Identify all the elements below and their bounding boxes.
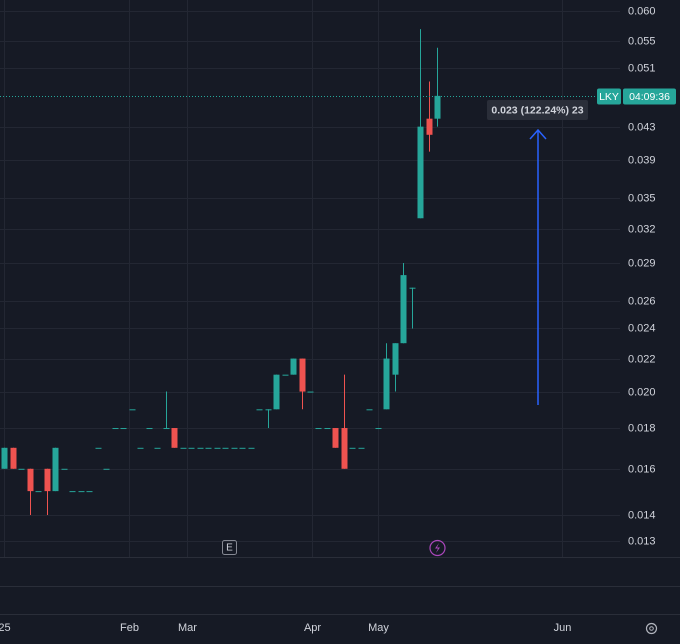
candle-body	[222, 447, 229, 449]
candle-body	[52, 447, 59, 492]
candle-body	[324, 428, 331, 430]
candle-body	[27, 468, 34, 492]
event-icon[interactable]	[429, 539, 446, 557]
candle-body	[214, 447, 221, 449]
y-tick-label: 0.043	[628, 121, 656, 133]
candle-body	[392, 343, 399, 375]
candle-body	[18, 468, 25, 470]
candle-body	[120, 428, 127, 430]
settings-icon-center	[649, 626, 654, 631]
candle-body	[282, 374, 289, 376]
y-tick-label: 0.035	[628, 192, 656, 204]
symbol-label-box	[597, 88, 621, 105]
x-tick-label: 25	[0, 622, 11, 634]
x-tick-label: May	[368, 622, 389, 634]
candle-body	[69, 491, 76, 493]
candle-body	[197, 447, 204, 449]
candle-body	[103, 468, 110, 470]
y-tick-label: 0.014	[628, 509, 656, 521]
candle-body	[146, 428, 153, 430]
candle-body	[426, 118, 433, 135]
x-tick-label: Apr	[304, 622, 321, 634]
candle-body	[434, 95, 441, 119]
candle-body	[375, 428, 382, 430]
candle-body	[180, 447, 187, 449]
candle-body	[171, 428, 178, 448]
y-tick-label: 0.018	[628, 422, 656, 434]
candle-body	[137, 447, 144, 449]
y-tick-label: 0.013	[628, 535, 656, 547]
x-tick-label: Feb	[120, 622, 139, 634]
candle-body	[163, 428, 170, 430]
candle-body	[366, 409, 373, 411]
candle-body	[10, 447, 17, 469]
y-tick-label: 0.032	[628, 223, 656, 235]
y-tick-label: 0.026	[628, 295, 656, 307]
earnings-icon[interactable]	[222, 540, 237, 555]
candle-body	[383, 358, 390, 410]
candle-body	[273, 374, 280, 410]
candle-body	[86, 491, 93, 493]
y-tick-label: 0.024	[628, 322, 656, 334]
candle-body	[239, 447, 246, 449]
y-tick-label: 0.039	[628, 154, 656, 166]
measure-label: 0.023 (122.24%) 23	[491, 104, 583, 116]
candle-body	[205, 447, 212, 449]
candle-body	[349, 447, 356, 449]
candle-body	[400, 275, 407, 344]
candle-body	[231, 447, 238, 449]
candle-body	[188, 447, 195, 449]
x-tick-label: Mar	[178, 622, 197, 634]
settings-icon[interactable]	[645, 622, 658, 635]
y-tick-label: 0.055	[628, 35, 656, 47]
countdown-label: 04:09:36	[629, 91, 670, 103]
y-tick-label: 0.051	[628, 62, 656, 74]
candle-body	[307, 391, 314, 393]
y-tick-label: 0.029	[628, 257, 656, 269]
candle-body	[112, 428, 119, 430]
candle-body	[265, 409, 272, 411]
candle-body	[358, 447, 365, 449]
earnings-marker[interactable]: E	[226, 543, 233, 554]
axes: 0.013 0.014 0.016 0.018 0.020 0.022 0.024 0.026…	[0, 5, 676, 634]
y-tick-label: 0.020	[628, 386, 656, 398]
candle-body	[154, 447, 161, 449]
y-tick-label: 0.022	[628, 353, 656, 365]
candle-body	[248, 447, 255, 449]
candle-body	[1, 447, 8, 469]
y-tick-label: 0.016	[628, 463, 656, 475]
candle-body	[44, 468, 51, 492]
y-tick-label: 0.060	[628, 5, 656, 17]
candles	[0, 29, 620, 515]
candle-body	[409, 287, 416, 289]
x-tick-label: Jun	[554, 622, 572, 634]
candle-body	[95, 447, 102, 449]
candle-body	[290, 358, 297, 375]
candle-body	[61, 468, 68, 470]
measure-label-box	[487, 100, 588, 120]
candle-body	[256, 409, 263, 411]
candle-body	[129, 409, 136, 411]
candle-body	[35, 491, 42, 493]
event-icon-bolt	[435, 543, 440, 553]
grid	[0, 0, 620, 557]
countdown-box	[623, 88, 676, 105]
candle-body	[332, 428, 339, 448]
candle-body	[417, 126, 424, 219]
measure-arrow-head	[529, 128, 547, 140]
symbol-label: LKY	[599, 91, 619, 103]
candle-body	[78, 491, 85, 493]
candle-body	[341, 428, 348, 469]
candle-body	[315, 428, 322, 430]
candle-body	[299, 358, 306, 392]
